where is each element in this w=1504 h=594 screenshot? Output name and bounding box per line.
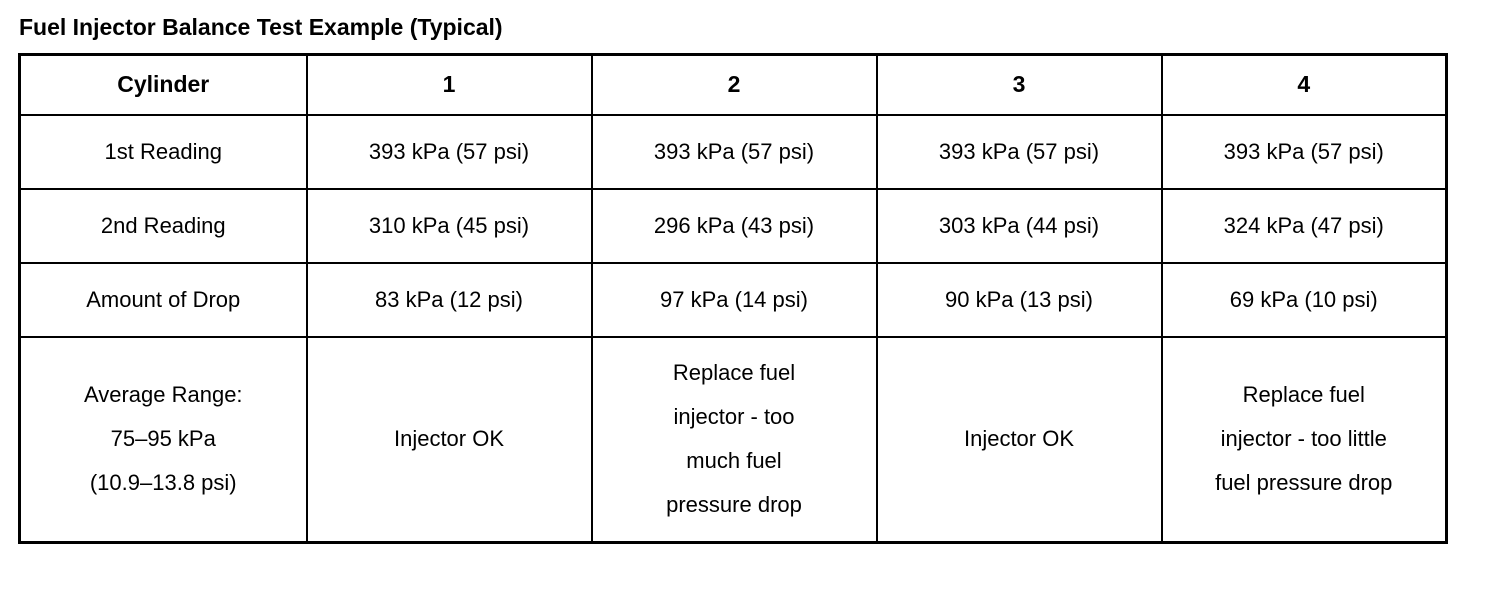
table-cell-result: Replace fuel injector - too little fuel … [1160,335,1448,544]
table-cell: 393 kPa (57 psi) [875,113,1163,190]
header-row: Cylinder 1 2 3 4 [18,53,1448,116]
table-row-second-reading: 2nd Reading 310 kPa (45 psi) 296 kPa (43… [18,187,1448,264]
table-cell-result: Replace fuel injector - too much fuel pr… [590,335,878,544]
table-cell: 90 kPa (13 psi) [875,261,1163,338]
table-cell: 83 kPa (12 psi) [305,261,593,338]
table-cell: 296 kPa (43 psi) [590,187,878,264]
table-cell: 393 kPa (57 psi) [590,113,878,190]
table-row-first-reading: 1st Reading 393 kPa (57 psi) 393 kPa (57… [18,113,1448,190]
table-row-average-range-result: Average Range: 75–95 kPa (10.9–13.8 psi)… [18,335,1448,544]
row-label-average-range: Average Range: 75–95 kPa (10.9–13.8 psi) [18,335,308,544]
table-cell: 393 kPa (57 psi) [305,113,593,190]
table-cell: 97 kPa (14 psi) [590,261,878,338]
table-cell: 324 kPa (47 psi) [1160,187,1448,264]
table-cell: 69 kPa (10 psi) [1160,261,1448,338]
table-cell-result: Injector OK [305,335,593,544]
page-title: Fuel Injector Balance Test Example (Typi… [19,14,503,40]
table-cell: 310 kPa (45 psi) [305,187,593,264]
table-cell: 393 kPa (57 psi) [1160,113,1448,190]
column-header-cylinder: Cylinder [18,53,308,116]
table-cell-result: Injector OK [875,335,1163,544]
row-label-first-reading: 1st Reading [18,113,308,190]
row-label-amount-of-drop: Amount of Drop [18,261,308,338]
row-label-second-reading: 2nd Reading [18,187,308,264]
column-header-cyl-3: 3 [875,53,1163,116]
column-header-cyl-1: 1 [305,53,593,116]
fuel-injector-balance-table: Cylinder 1 2 3 4 1st Reading 393 kPa (57… [18,53,1448,544]
column-header-cyl-2: 2 [590,53,878,116]
table-row-amount-of-drop: Amount of Drop 83 kPa (12 psi) 97 kPa (1… [18,261,1448,338]
table-cell: 303 kPa (44 psi) [875,187,1163,264]
column-header-cyl-4: 4 [1160,53,1448,116]
